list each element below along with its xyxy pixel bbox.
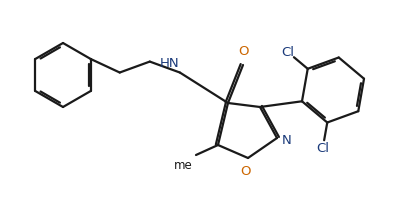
- Text: me: me: [174, 159, 193, 172]
- Text: O: O: [239, 45, 249, 58]
- Text: O: O: [241, 165, 251, 178]
- Text: HN: HN: [160, 57, 180, 69]
- Text: Cl: Cl: [281, 46, 294, 59]
- Text: N: N: [282, 134, 292, 147]
- Text: Cl: Cl: [316, 142, 329, 155]
